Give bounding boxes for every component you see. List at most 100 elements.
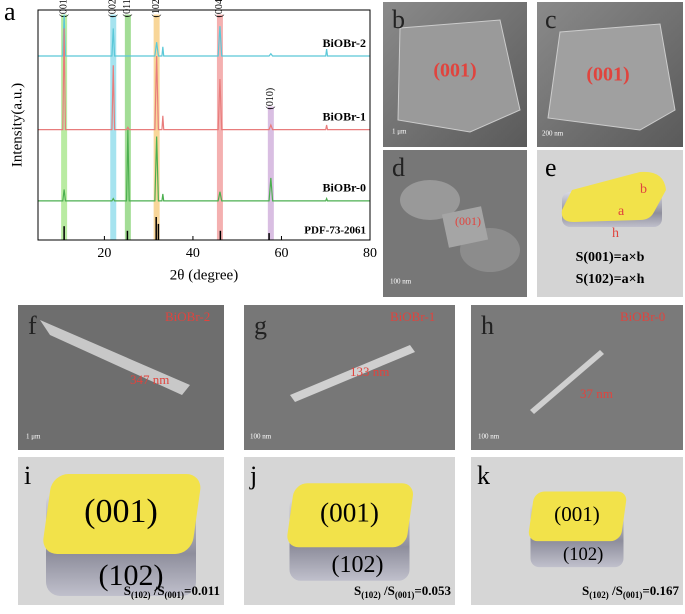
panel-f: f BiOBr-2 347 nm 1 μm: [18, 305, 224, 450]
panel-b: b (001) 1 μm: [383, 2, 527, 147]
panel-letter: d: [392, 153, 405, 182]
plane-label: (001): [58, 0, 69, 17]
ratio-part: =0.167: [642, 583, 679, 598]
xrd-pattern: [38, 14, 370, 57]
plot-frame: [37, 9, 371, 241]
xrd-pattern: [38, 129, 370, 202]
ratio-part: (102): [361, 590, 381, 600]
scale-bar-label: 100 nm: [478, 433, 500, 441]
ratio: S(102) /S(001)=0.053: [354, 583, 451, 600]
top-plane: (001): [84, 493, 158, 530]
panel-h: h BiOBr-0 37 nm 100 nm: [471, 305, 683, 450]
ratio-part: (001): [623, 590, 643, 600]
formula: S(102)=a×h: [576, 272, 645, 287]
x-tick-label: 20: [97, 246, 111, 261]
panel-i: i(001)(102)S(102) /S(001)=0.011: [18, 457, 224, 605]
panel-d: d (001) 100 nm: [383, 150, 527, 297]
slab-top: [561, 171, 666, 222]
ratio-part: /S: [609, 583, 623, 598]
side-plane: (102): [332, 552, 384, 578]
ratio-part: (102): [131, 590, 151, 600]
dim-label: a: [618, 204, 625, 219]
scale-bar-label: 100 nm: [250, 433, 272, 441]
ratio-part: S: [582, 583, 589, 598]
x-tick-label: 80: [363, 246, 377, 261]
top-plane: (001): [554, 502, 600, 526]
panel-letter: h: [481, 311, 494, 340]
ratio-part: (001): [395, 590, 415, 600]
ratio: S(102) /S(001)=0.167: [582, 583, 679, 600]
series-label: BiOBr-2: [322, 36, 366, 50]
panel-g: g BiOBr-1 133 nm 100 nm: [244, 305, 455, 450]
side-plane: (102): [563, 544, 603, 565]
plane-label: (004): [214, 0, 225, 17]
scale-bar-label: 100 nm: [390, 278, 412, 286]
panel-k: k(001)(102)S(102) /S(001)=0.167: [471, 457, 683, 605]
series-label: BiOBr-0: [322, 181, 366, 195]
crystal: [397, 19, 521, 133]
reference-label: PDF-73-2061: [304, 224, 366, 236]
plane-label: (102): [151, 0, 162, 17]
x-axis-label: 2θ (degree): [170, 267, 238, 283]
crystal: [530, 350, 604, 414]
crystal: [400, 180, 460, 220]
ratio-part: =0.053: [414, 583, 451, 598]
highlight-band: [267, 106, 274, 240]
y-axis-label: Intensity(a.u.): [9, 83, 25, 167]
plane-label: (002): [108, 0, 119, 17]
panel-letter: k: [477, 461, 490, 490]
plane-label: (010): [265, 88, 276, 110]
top-plane: (001): [320, 497, 379, 527]
panel-letter: i: [24, 461, 31, 490]
plane-label: (011): [122, 0, 133, 17]
side-plane: (102): [99, 559, 164, 592]
crystal: [290, 345, 415, 402]
thickness-label: 347 nm: [130, 372, 169, 387]
panel-letter: c: [545, 5, 557, 34]
plane-label: (001): [586, 64, 629, 86]
panel-letter: g: [254, 311, 267, 340]
xrd-pattern: [38, 28, 370, 131]
ratio-part: (001): [165, 590, 185, 600]
x-tick-label: 60: [274, 246, 288, 261]
ratio-part: =0.011: [184, 583, 220, 598]
x-tick-label: 40: [186, 246, 200, 261]
ratio-part: /S: [381, 583, 395, 598]
panel-letter: j: [249, 461, 257, 490]
highlight-band: [216, 14, 223, 240]
sample-label: BiOBr-0: [620, 309, 665, 324]
ratio-part: /S: [150, 583, 164, 598]
crystal: [40, 320, 190, 395]
ratio-part: (102): [589, 590, 609, 600]
thickness-label: 37 nm: [580, 386, 613, 401]
ratio-part: S: [124, 583, 131, 598]
scale-bar-label: 200 nm: [542, 130, 564, 138]
highlight-band: [153, 14, 160, 240]
panel-letter: a: [4, 0, 16, 26]
scale-bar-label: 1 μm: [26, 433, 41, 441]
crystal: [547, 23, 676, 131]
plane-label: (001): [455, 214, 481, 228]
slab-top: [528, 491, 627, 542]
slab-top: [43, 474, 201, 554]
plane-label: (001): [433, 60, 476, 82]
panel-e: e b a h S(001)=a×b S(102)=a×h: [537, 150, 683, 297]
sem-image: [471, 305, 683, 450]
dim-label: h: [612, 226, 619, 241]
series-label: BiOBr-1: [322, 109, 366, 123]
xrd-chart: a (001) (002) (011) (102) (004) (010) BiOBr-2 Bi…: [4, 0, 377, 283]
formula: S(001)=a×b: [576, 250, 645, 265]
panel-letter: b: [392, 5, 405, 34]
thickness-label: 133 nm: [350, 364, 389, 379]
scale-bar-label: 1 μm: [392, 128, 407, 136]
highlight-band: [61, 14, 68, 240]
crystal: [441, 206, 489, 248]
dim-label: b: [640, 182, 647, 197]
panel-j: j(001)(102)S(102) /S(001)=0.053: [244, 457, 455, 605]
highlight-band: [110, 14, 117, 240]
panel-c: c (001) 200 nm: [537, 2, 683, 147]
panel-letter: e: [545, 153, 557, 182]
ratio-part: S: [354, 583, 361, 598]
